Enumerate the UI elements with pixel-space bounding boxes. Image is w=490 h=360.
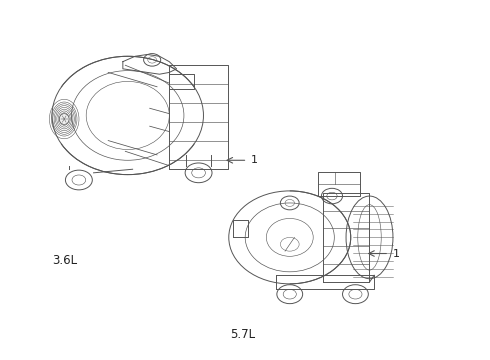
- Text: 1: 1: [251, 155, 258, 165]
- Text: 3.6L: 3.6L: [52, 254, 77, 267]
- Text: 5.7L: 5.7L: [230, 328, 255, 341]
- Text: 1: 1: [392, 248, 399, 258]
- Ellipse shape: [59, 114, 69, 125]
